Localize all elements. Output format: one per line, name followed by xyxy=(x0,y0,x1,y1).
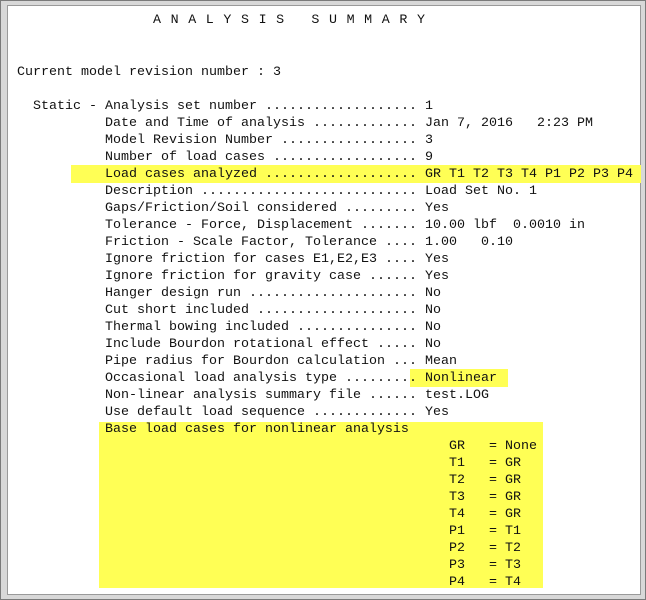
dot-leader: ..................... xyxy=(249,286,417,301)
dot-leader: ... xyxy=(393,354,417,369)
row-value: Yes xyxy=(425,201,449,216)
row-label: Non-linear analysis summary file xyxy=(105,388,361,403)
row-value: 3 xyxy=(425,133,433,148)
base-case-name: T3 xyxy=(449,490,465,505)
row-label: Occasional load analysis type xyxy=(105,371,337,386)
row-label: Thermal bowing included xyxy=(105,320,289,335)
base-case-value: T4 xyxy=(505,575,521,590)
dot-leader: .................. xyxy=(273,150,417,165)
base-case-name: P3 xyxy=(449,558,465,573)
base-case-value: GR xyxy=(505,507,521,522)
row-label: Analysis set number xyxy=(105,99,257,114)
row-value: Jan 7, 2016 2:23 PM xyxy=(425,116,593,131)
dot-leader: .................... xyxy=(257,303,417,318)
equals-sign: = xyxy=(489,575,497,590)
row-value: Yes xyxy=(425,405,449,420)
dot-leader: ...... xyxy=(369,269,417,284)
dot-leader: ............. xyxy=(313,405,417,420)
row-value: test.LOG xyxy=(425,388,489,403)
row-label: Model Revision Number xyxy=(105,133,273,148)
highlight-occasional-type xyxy=(410,369,508,387)
row-value: 1.00 0.10 xyxy=(425,235,513,250)
row-value: 9 xyxy=(425,150,433,165)
dot-leader: ................. xyxy=(281,133,417,148)
base-case-name: T2 xyxy=(449,473,465,488)
dot-leader: ............. xyxy=(313,116,417,131)
row-value: GR T1 T2 T3 T4 P1 P2 P3 P4 xyxy=(425,167,633,182)
dot-leader: ...... xyxy=(369,388,417,403)
highlight-load-cases xyxy=(71,165,641,183)
base-case-name: P4 xyxy=(449,575,465,590)
revision-line: Current model revision number : 3 xyxy=(17,65,281,80)
row-label: Pipe radius for Bourdon calculation xyxy=(105,354,385,369)
row-label: Hanger design run xyxy=(105,286,241,301)
base-case-value: None xyxy=(505,439,537,454)
row-label: Tolerance - Force, Displacement xyxy=(105,218,353,233)
row-value: Yes xyxy=(425,252,449,267)
dot-leader: ................... xyxy=(265,99,417,114)
equals-sign: = xyxy=(489,473,497,488)
base-case-value: T2 xyxy=(505,541,521,556)
equals-sign: = xyxy=(489,507,497,522)
base-case-name: T4 xyxy=(449,507,465,522)
equals-sign: = xyxy=(489,541,497,556)
row-label: Number of load cases xyxy=(105,150,265,165)
base-case-name: P2 xyxy=(449,541,465,556)
row-label: Cut short included xyxy=(105,303,249,318)
equals-sign: = xyxy=(489,558,497,573)
row-label: Include Bourdon rotational effect xyxy=(105,337,369,352)
dot-leader: ....... xyxy=(361,218,417,233)
dot-leader: ........................... xyxy=(201,184,417,199)
dot-leader: ......... xyxy=(345,371,417,386)
base-heading: Base load cases for nonlinear analysis xyxy=(105,422,409,437)
base-case-value: GR xyxy=(505,490,521,505)
base-case-value: T1 xyxy=(505,524,521,539)
row-label: Date and Time of analysis xyxy=(105,116,305,131)
base-case-value: T3 xyxy=(505,558,521,573)
row-label: Description xyxy=(105,184,193,199)
base-case-value: GR xyxy=(505,456,521,471)
base-case-name: P1 xyxy=(449,524,465,539)
report-title: ANALYSIS SUMMARY xyxy=(153,13,435,28)
dot-leader: ................... xyxy=(265,167,417,182)
dot-leader: ............... xyxy=(297,320,417,335)
row-value: No xyxy=(425,337,441,352)
dot-leader: .... xyxy=(385,252,417,267)
base-case-name: T1 xyxy=(449,456,465,471)
row-value: Nonlinear xyxy=(425,371,497,386)
row-label: Use default load sequence xyxy=(105,405,305,420)
section-label: Static - xyxy=(33,99,97,114)
row-value: 10.00 lbf 0.0010 in xyxy=(425,218,585,233)
equals-sign: = xyxy=(489,524,497,539)
equals-sign: = xyxy=(489,490,497,505)
row-label: Load cases analyzed xyxy=(105,167,257,182)
highlight-base-load-cases xyxy=(99,422,543,588)
row-label: Gaps/Friction/Soil considered xyxy=(105,201,337,216)
row-label: Ignore friction for gravity case xyxy=(105,269,361,284)
dot-leader: ..... xyxy=(377,337,417,352)
row-value: No xyxy=(425,320,441,335)
equals-sign: = xyxy=(489,439,497,454)
base-case-name: GR xyxy=(449,439,465,454)
dot-leader: .... xyxy=(385,235,417,250)
dot-leader: ......... xyxy=(345,201,417,216)
row-value: No xyxy=(425,303,441,318)
row-value: No xyxy=(425,286,441,301)
equals-sign: = xyxy=(489,456,497,471)
row-label: Ignore friction for cases E1,E2,E3 xyxy=(105,252,377,267)
row-value: Mean xyxy=(425,354,457,369)
row-value: Yes xyxy=(425,269,449,284)
row-label: Friction - Scale Factor, Tolerance xyxy=(105,235,377,250)
row-value: Load Set No. 1 xyxy=(425,184,537,199)
base-case-value: GR xyxy=(505,473,521,488)
row-value: 1 xyxy=(425,99,433,114)
